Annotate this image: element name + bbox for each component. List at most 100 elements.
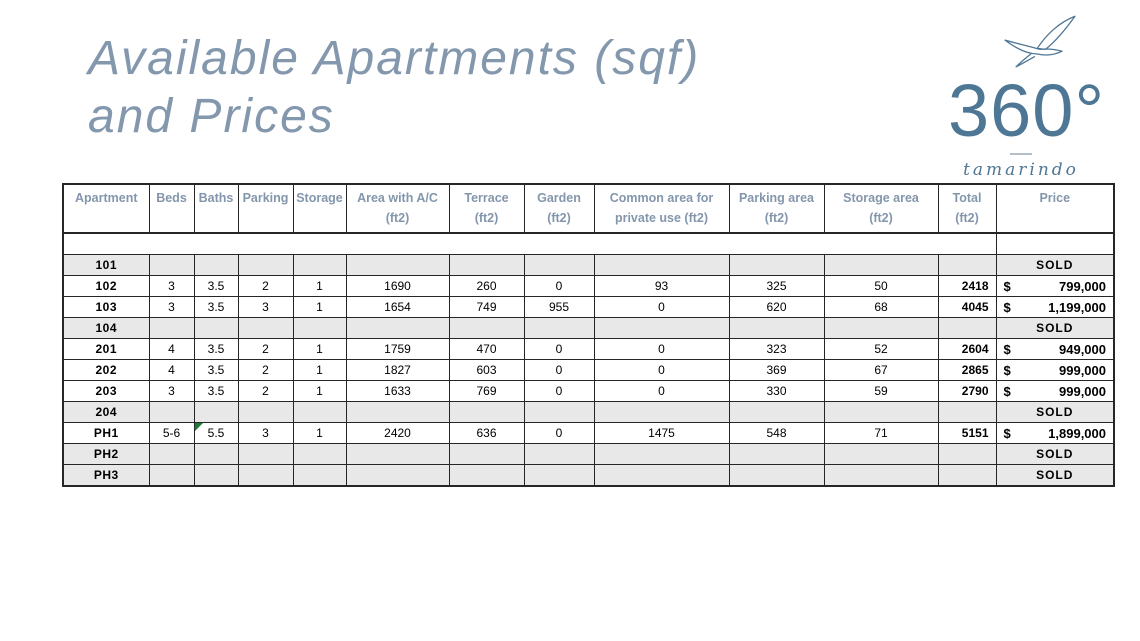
cell-parking_area: 548 (728, 422, 825, 444)
cell-common: 1475 (593, 422, 730, 444)
cell-area: 1633 (345, 380, 450, 402)
cell-garden (523, 401, 595, 423)
cell-total: 2604 (937, 338, 997, 360)
spacer-cell (63, 233, 996, 255)
cell-price: $949,000 (995, 338, 1115, 360)
currency-symbol: $ (1003, 299, 1011, 315)
cell-beds (148, 443, 195, 465)
cell-area: 2420 (345, 422, 450, 444)
cell-common (593, 317, 730, 339)
cell-total (937, 254, 997, 276)
cell-terrace (448, 254, 525, 276)
cell-storage: 1 (292, 359, 347, 381)
cell-price: SOLD (995, 443, 1115, 465)
apartment-label: 203 (62, 380, 150, 402)
cell-parking_area: 369 (728, 359, 825, 381)
table-row-201: 201 4 3.5 2 1 1759 470 0 0 323 52 2604 $949,000 (62, 338, 1115, 360)
column-header-storage: Storage (292, 183, 347, 234)
logo-wordmark: tamarindo (963, 160, 1079, 181)
column-header-apartment: Apartment (62, 183, 150, 234)
cell-area (345, 443, 450, 465)
table-row-PH1: PH1 5-6 5.5 3 1 2420 636 0 1475 548 71 5151 $1,899,0… (62, 422, 1115, 444)
apartment-label: 201 (62, 338, 150, 360)
table-row-204: 204 SOLD (62, 401, 1115, 423)
cell-storage: 1 (292, 338, 347, 360)
cell-total (937, 464, 997, 487)
price-amount: 1,899,000 (1048, 425, 1106, 441)
apartment-label: PH1 (62, 422, 150, 444)
cell-storage (292, 401, 347, 423)
cell-total (937, 317, 997, 339)
cell-parking (237, 443, 294, 465)
price-amount: 1,199,000 (1048, 299, 1106, 315)
currency-symbol: $ (1003, 278, 1011, 294)
cell-area (345, 254, 450, 276)
cell-total: 2790 (937, 380, 997, 402)
cell-storage (292, 317, 347, 339)
column-header-storage_area: Storage area (ft2) (823, 183, 939, 234)
apartment-label: 204 (62, 401, 150, 423)
cell-garden (523, 254, 595, 276)
cell-storage: 1 (292, 296, 347, 318)
cell-garden (523, 317, 595, 339)
cell-storage_area: 71 (823, 422, 939, 444)
apartments-table: Apartment Beds Baths Parking Storage Area wit… (62, 183, 1115, 487)
cell-garden (523, 464, 595, 487)
cell-common: 0 (593, 359, 730, 381)
cell-area: 1759 (345, 338, 450, 360)
cell-price: SOLD (995, 254, 1115, 276)
cell-storage (292, 254, 347, 276)
cell-parking (237, 464, 294, 487)
cell-area (345, 317, 450, 339)
cell-area (345, 401, 450, 423)
price-amount: 949,000 (1059, 341, 1106, 357)
page-title: Available Apartments (sqf) and Prices (88, 30, 700, 146)
column-header-terrace: Terrace (ft2) (448, 183, 525, 234)
cell-total: 2865 (937, 359, 997, 381)
seagull-icon (948, 12, 1094, 74)
table-row-103: 103 3 3.5 3 1 1654 749 955 0 620 68 4045 $1,199,000 (62, 296, 1115, 318)
cell-area (345, 464, 450, 487)
cell-parking_area: 620 (728, 296, 825, 318)
cell-parking_area: 325 (728, 275, 825, 297)
cell-garden: 0 (523, 275, 595, 297)
cell-total (937, 443, 997, 465)
cell-storage: 1 (292, 422, 347, 444)
cell-storage_area (823, 443, 939, 465)
apartment-label: 104 (62, 317, 150, 339)
cell-parking (237, 254, 294, 276)
cell-baths: 3.5 (193, 275, 239, 297)
cell-terrace: 603 (448, 359, 525, 381)
cell-storage_area: 68 (823, 296, 939, 318)
cell-common: 93 (593, 275, 730, 297)
cell-storage (292, 464, 347, 487)
cell-terrace (448, 401, 525, 423)
cell-garden: 0 (523, 359, 595, 381)
cell-storage: 1 (292, 380, 347, 402)
cell-total: 5151 (937, 422, 997, 444)
cell-parking_area (728, 254, 825, 276)
cell-parking_area: 330 (728, 380, 825, 402)
price-amount: 799,000 (1059, 278, 1106, 294)
table-row-202: 202 4 3.5 2 1 1827 603 0 0 369 67 2865 $999,000 (62, 359, 1115, 381)
cell-terrace (448, 443, 525, 465)
cell-common (593, 464, 730, 487)
cell-total: 2418 (937, 275, 997, 297)
cell-area: 1690 (345, 275, 450, 297)
cell-parking_area (728, 443, 825, 465)
cell-baths (193, 317, 239, 339)
column-header-parking_area: Parking area (ft2) (728, 183, 825, 234)
cell-terrace (448, 464, 525, 487)
apartment-label: 102 (62, 275, 150, 297)
cell-beds: 3 (148, 380, 195, 402)
column-header-common: Common area for private use (ft2) (593, 183, 730, 234)
cell-baths: 3.5 (193, 380, 239, 402)
cell-parking_area (728, 464, 825, 487)
table-row-102: 102 3 3.5 2 1 1690 260 0 93 325 50 2418 $799,000 (62, 275, 1115, 297)
cell-baths (193, 254, 239, 276)
cell-storage_area: 67 (823, 359, 939, 381)
cell-garden: 955 (523, 296, 595, 318)
currency-symbol: $ (1003, 341, 1011, 357)
currency-symbol: $ (1003, 383, 1011, 399)
cell-storage_area (823, 464, 939, 487)
